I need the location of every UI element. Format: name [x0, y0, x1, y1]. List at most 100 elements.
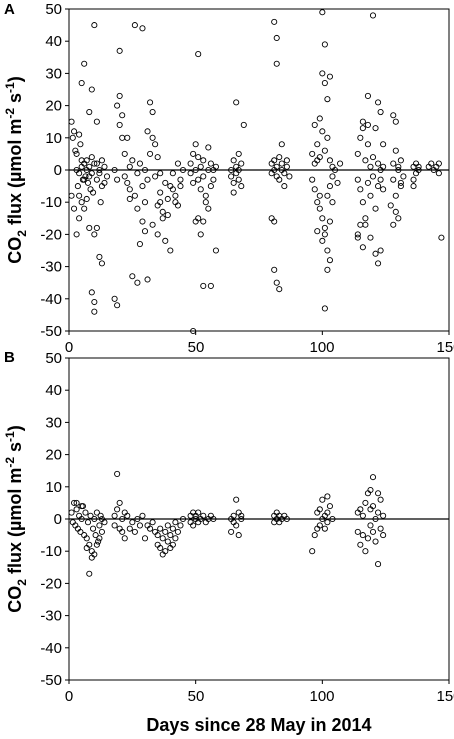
y-tick-label: 0: [54, 511, 62, 528]
data-point: [154, 532, 161, 539]
data-point: [73, 150, 80, 157]
data-point: [321, 525, 328, 532]
data-point: [97, 512, 104, 519]
data-point: [192, 141, 199, 148]
data-point: [268, 215, 275, 222]
data-point: [136, 241, 143, 248]
data-point: [134, 205, 141, 212]
data-point: [141, 199, 149, 206]
panel-a-label: A: [4, 1, 15, 18]
x-tick-label: 150: [436, 688, 454, 705]
data-point: [91, 298, 98, 306]
data-point: [372, 125, 379, 132]
data-point: [157, 525, 164, 532]
data-point: [435, 160, 442, 167]
data-point: [210, 515, 217, 523]
data-point: [90, 189, 97, 196]
data-point: [316, 205, 323, 212]
data-point: [326, 257, 333, 264]
data-point: [121, 150, 128, 157]
data-point: [321, 224, 328, 232]
data-point: [281, 170, 288, 177]
data-point: [78, 515, 85, 523]
data-point: [364, 179, 371, 186]
data-point: [276, 286, 283, 293]
data-point: [144, 176, 151, 183]
data-point: [129, 157, 136, 164]
data-point: [210, 176, 217, 183]
y-tick-label: -40: [40, 291, 62, 308]
data-point: [95, 538, 102, 545]
data-point: [88, 289, 95, 296]
data-point: [286, 173, 293, 180]
data-point: [228, 528, 235, 535]
data-point: [230, 157, 237, 164]
x-tick-label: 0: [65, 339, 73, 356]
data-point: [364, 121, 371, 128]
data-point: [212, 247, 219, 254]
data-point: [190, 150, 197, 157]
data-point: [375, 490, 382, 497]
data-point: [321, 80, 328, 87]
data-point: [139, 25, 146, 32]
data-point: [164, 538, 171, 545]
data-point: [273, 34, 280, 42]
data-point: [83, 195, 90, 203]
data-point: [397, 179, 404, 186]
data-point: [337, 160, 344, 167]
data-point: [114, 506, 121, 513]
data-point: [74, 183, 81, 190]
data-point: [202, 199, 209, 206]
data-point: [235, 176, 242, 183]
data-point: [415, 163, 422, 170]
data-point: [359, 199, 366, 206]
data-point: [392, 192, 399, 199]
data-point: [144, 276, 151, 283]
data-point: [98, 157, 105, 164]
data-point: [101, 519, 108, 526]
data-point: [233, 99, 240, 106]
data-point: [126, 525, 133, 532]
data-point: [78, 163, 85, 170]
y-tick-label: -10: [40, 194, 62, 211]
data-point: [119, 528, 126, 535]
data-point: [91, 160, 98, 167]
data-point: [134, 279, 141, 286]
data-point: [326, 183, 333, 190]
y-tick-label: 30: [45, 414, 62, 431]
data-point: [69, 134, 76, 141]
data-point: [273, 279, 280, 286]
data-point: [200, 282, 207, 289]
data-point: [377, 496, 384, 503]
data-point: [101, 179, 108, 186]
data-point: [197, 231, 204, 238]
data-point: [73, 499, 80, 506]
data-point: [131, 528, 138, 535]
data-point: [119, 515, 126, 523]
x-tick-label: 50: [188, 339, 205, 356]
data-point: [159, 535, 166, 542]
data-point: [169, 525, 176, 532]
data-point: [375, 160, 382, 167]
data-point: [174, 160, 181, 167]
data-point: [367, 163, 374, 170]
data-point: [364, 92, 371, 99]
data-point: [139, 183, 146, 190]
data-point: [197, 163, 204, 170]
data-point: [200, 173, 207, 180]
data-point: [380, 512, 387, 519]
data-point: [144, 128, 151, 135]
data-point: [390, 160, 397, 167]
data-point: [311, 121, 318, 128]
data-point: [326, 73, 333, 80]
data-point: [329, 515, 336, 523]
data-point: [190, 522, 197, 529]
data-point: [202, 192, 209, 199]
data-point: [380, 141, 387, 148]
data-point: [359, 532, 366, 539]
data-point: [238, 515, 245, 523]
y-tick-label: 50: [45, 1, 62, 18]
data-point: [78, 80, 85, 87]
data-point: [314, 228, 321, 235]
data-point: [177, 176, 184, 183]
